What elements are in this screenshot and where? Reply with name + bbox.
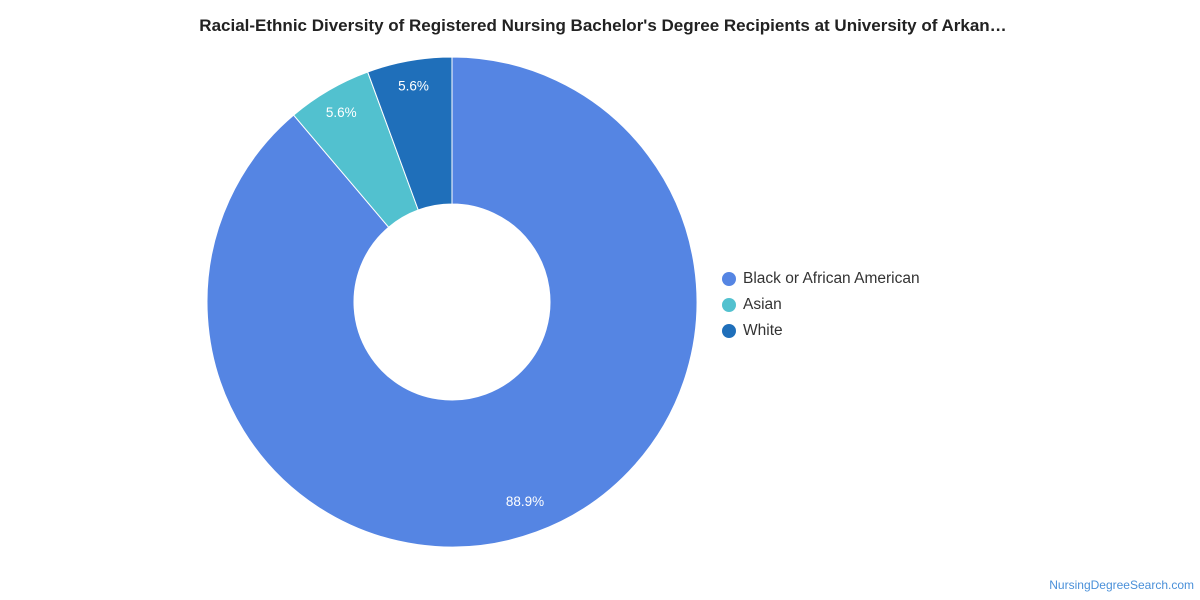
legend-item-black-or-african-american[interactable]: Black or African American	[722, 266, 920, 292]
legend-label: Black or African American	[743, 270, 920, 287]
legend-swatch-black-or-african-american	[722, 272, 736, 286]
legend-item-white[interactable]: White	[722, 318, 920, 344]
slice-white[interactable]	[367, 56, 453, 211]
chart-title: Racial-Ethnic Diversity of Registered Nu…	[199, 16, 1007, 35]
legend-label: Asian	[743, 296, 782, 313]
legend-swatch-asian	[722, 298, 736, 312]
legend-item-asian[interactable]: Asian	[722, 292, 920, 318]
slice-label-white: 5.6%	[398, 78, 429, 93]
slice-label-black-or-african-american: 88.9%	[506, 494, 544, 509]
legend-swatch-white	[722, 324, 736, 338]
slice-labels-group: 88.9% 5.6% 5.6%	[326, 78, 544, 509]
legend-label: White	[743, 322, 783, 339]
legend: Black or African American Asian White	[722, 266, 920, 344]
slice-label-asian: 5.6%	[326, 105, 357, 120]
slice-black-or-african-american[interactable]	[206, 56, 698, 548]
slices-group	[206, 56, 698, 548]
source-link[interactable]: NursingDegreeSearch.com	[1049, 578, 1194, 592]
